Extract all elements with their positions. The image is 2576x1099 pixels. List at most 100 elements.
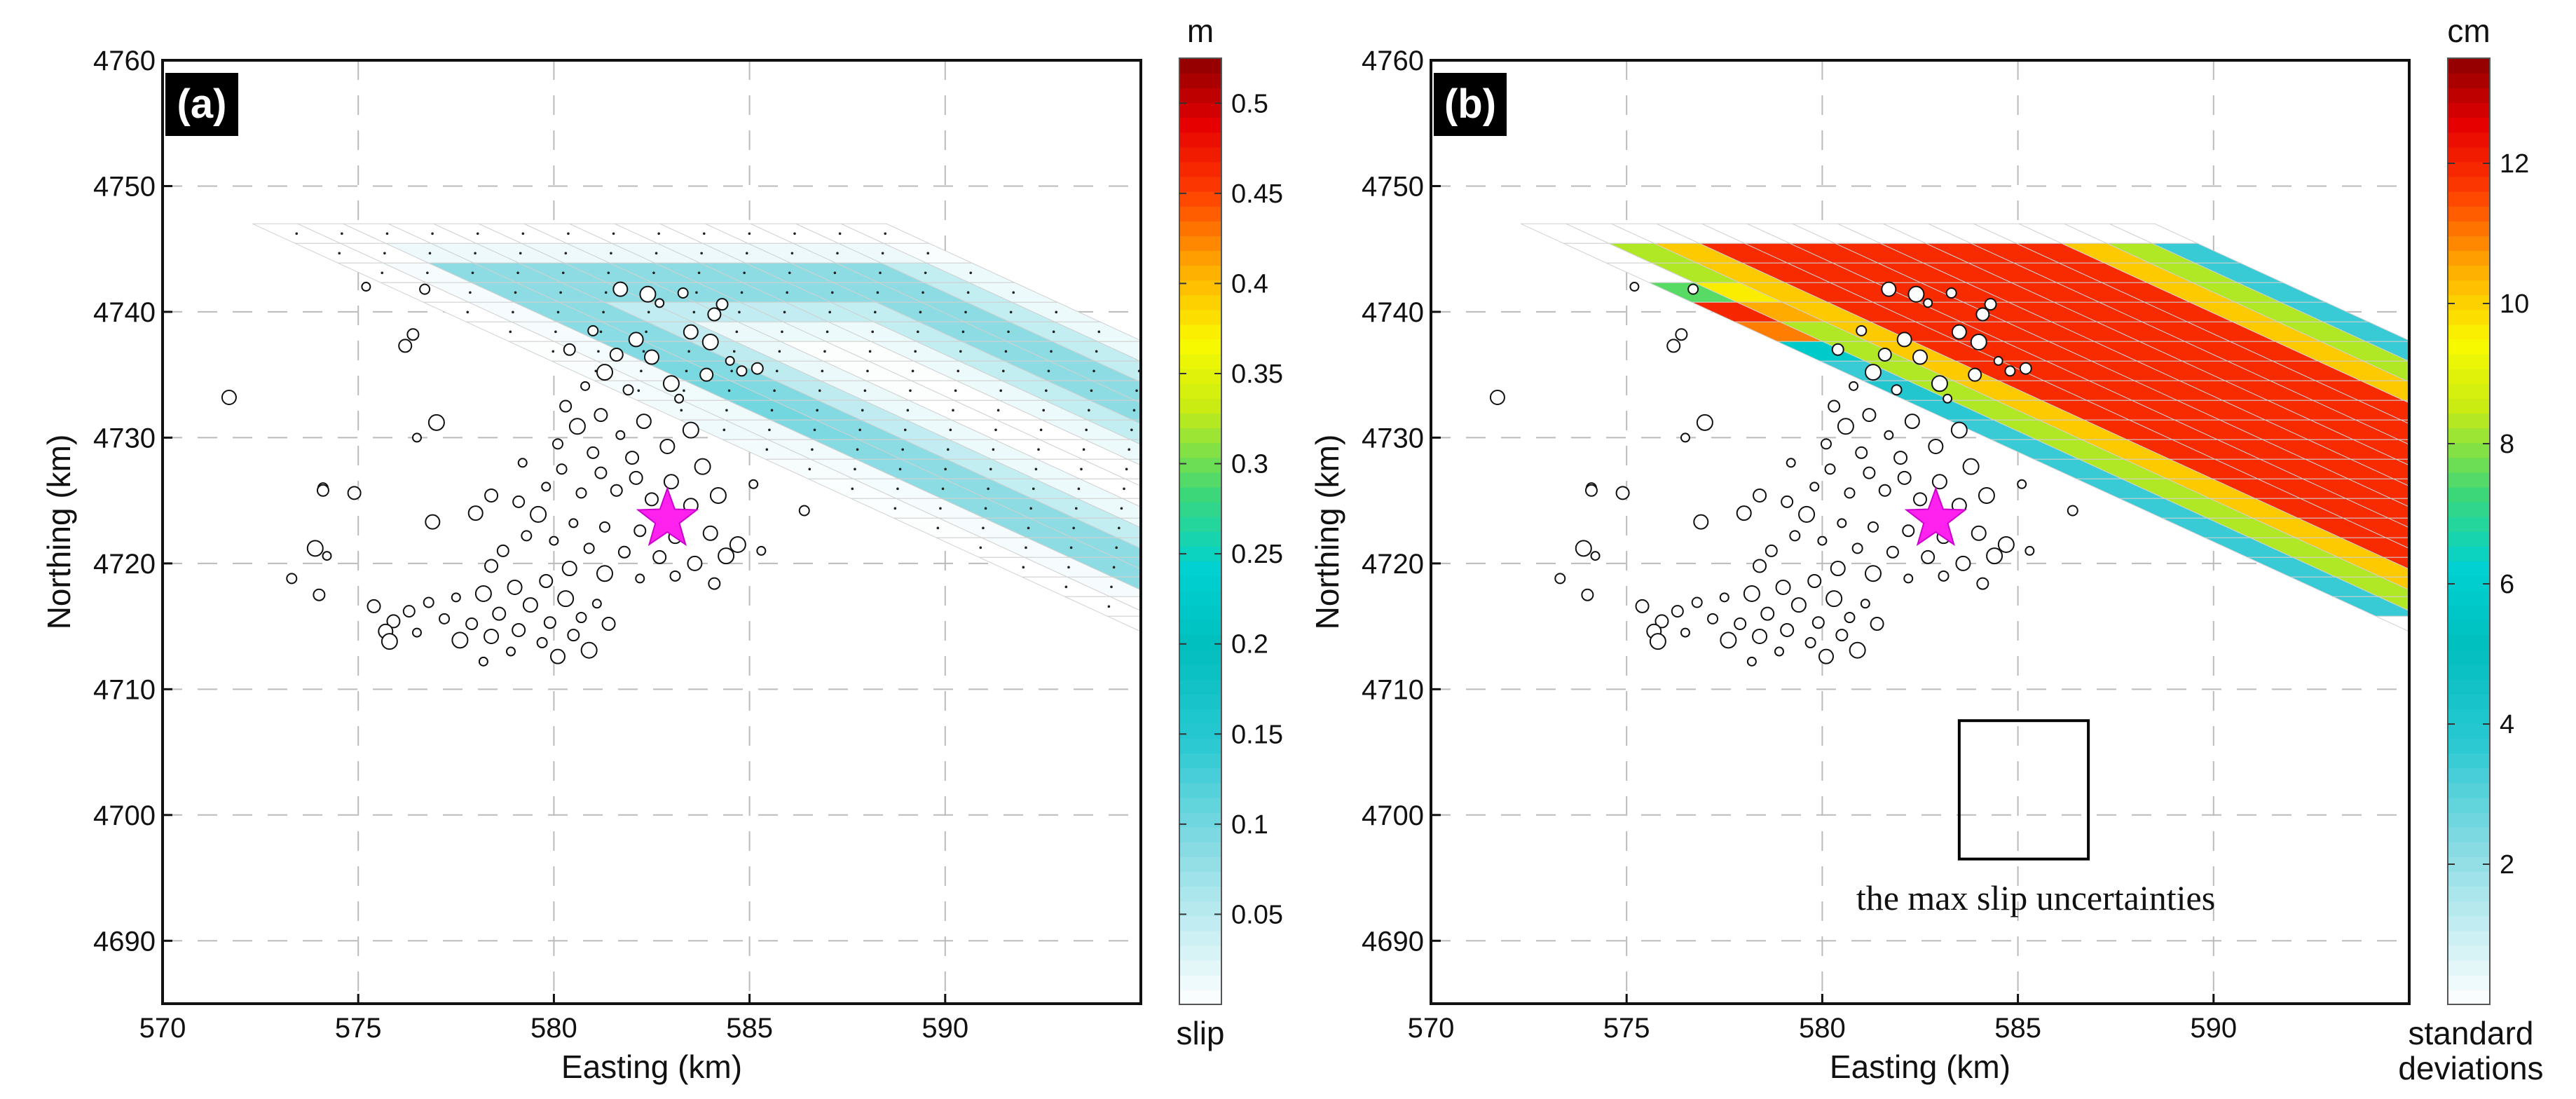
aftershock — [1893, 451, 1908, 465]
aftershock — [1809, 482, 1820, 492]
patch-centroid — [426, 271, 429, 275]
colorbar-step — [1179, 117, 1221, 133]
aftershock — [1828, 400, 1841, 413]
fault-patch — [1432, 557, 1521, 577]
aftershock — [467, 505, 484, 521]
aftershock — [1928, 438, 1944, 454]
colorbar-step — [1179, 634, 1221, 650]
y-tick-label: 4700 — [93, 800, 156, 831]
aftershocks — [221, 281, 810, 667]
colorbar-step — [1179, 531, 1221, 547]
aftershock — [635, 573, 645, 584]
colorbar-step — [2448, 590, 2490, 606]
colorbar-tick-label: 10 — [2500, 289, 2529, 319]
patch-centroid — [1611, 566, 1614, 569]
aftershock — [313, 588, 326, 601]
patch-centroid — [1268, 409, 1271, 412]
aftershock — [568, 518, 579, 528]
aftershock — [561, 561, 577, 577]
colorbar-step — [2448, 797, 2490, 813]
colorbar-step — [1179, 915, 1221, 931]
patch-centroid — [858, 428, 861, 432]
aftershock — [361, 282, 371, 292]
colorbar-step — [2448, 117, 2490, 133]
aftershock — [729, 535, 746, 553]
fault-patch — [2537, 420, 2576, 439]
aftershock — [2025, 545, 2035, 556]
x-tick-label: 575 — [1603, 1013, 1650, 1044]
colorbar-step — [1179, 486, 1221, 503]
aftershock — [1807, 573, 1822, 588]
fault-patch — [2383, 557, 2409, 570]
patch-centroid — [727, 389, 731, 392]
colorbar-step — [1179, 974, 1221, 990]
colorbar-step — [2448, 309, 2490, 325]
fault-patch — [1077, 498, 1141, 519]
aftershock — [496, 544, 509, 557]
aftershock — [674, 393, 685, 404]
colorbar-step — [2448, 709, 2490, 725]
patch-centroid — [833, 271, 837, 275]
colorbar-step — [1179, 265, 1221, 281]
aftershock — [567, 629, 580, 642]
aftershock — [1862, 408, 1877, 423]
aftershock — [512, 622, 526, 637]
aftershock — [736, 365, 748, 377]
mainshock-star — [1904, 486, 1968, 547]
colorbar-step — [1179, 161, 1221, 177]
aftershock — [663, 474, 679, 490]
patch-centroid — [341, 232, 343, 235]
aftershock — [2067, 505, 2078, 517]
patch-centroid — [561, 271, 565, 275]
aftershock — [492, 606, 507, 621]
aftershock — [1835, 629, 1849, 642]
fault-patch — [1379, 616, 1467, 636]
patch-centroid — [687, 350, 690, 353]
patch-centroid — [551, 350, 555, 353]
colorbar-step — [2448, 930, 2490, 946]
fault-patch — [1082, 458, 1141, 479]
colorbar-step — [2448, 753, 2490, 769]
patch-centroid — [896, 487, 899, 491]
patch-centroid — [702, 232, 706, 235]
patch-centroid — [730, 369, 733, 373]
patch-centroid — [1520, 566, 1523, 569]
colorbar-step — [1179, 826, 1221, 842]
aftershock — [1818, 648, 1834, 664]
fault-patch — [1347, 518, 1435, 538]
fault-patch — [1392, 518, 1480, 538]
patch-centroid — [640, 369, 643, 373]
panel-label: (a) — [177, 81, 227, 127]
patch-centroid — [740, 291, 744, 294]
patch-centroid — [685, 369, 688, 373]
patch-centroid — [1039, 428, 1043, 432]
patch-centroid — [1107, 605, 1111, 608]
fault-patch — [1067, 576, 1141, 597]
colorbar-step — [1179, 901, 1221, 917]
y-tick-label: 4690 — [1362, 926, 1424, 957]
patch-centroid — [466, 310, 470, 314]
colorbar-step — [2448, 102, 2490, 118]
patch-centroid — [474, 252, 477, 255]
fault-patch — [1226, 400, 1315, 420]
colorbar-step — [1179, 723, 1221, 739]
aftershock — [1489, 389, 1505, 405]
patch-centroid — [567, 232, 570, 235]
patch-centroid — [979, 546, 982, 550]
patch-centroid — [1301, 507, 1304, 510]
aftershock — [798, 505, 810, 517]
aftershock — [1554, 573, 1566, 585]
aftershock — [1649, 633, 1666, 650]
colorbar-tick-label: 0.3 — [1231, 450, 1268, 479]
colorbar — [2448, 58, 2490, 1005]
aftershock — [521, 530, 533, 542]
patch-centroid — [1259, 488, 1261, 491]
patch-centroid — [1052, 330, 1055, 334]
aftershock — [1780, 622, 1795, 637]
aftershock — [366, 599, 381, 613]
patch-centroid — [1153, 606, 1156, 608]
aftershock — [1760, 606, 1775, 621]
aftershock — [451, 592, 461, 603]
aftershock — [1654, 614, 1669, 629]
colorbar-step — [1179, 709, 1221, 725]
